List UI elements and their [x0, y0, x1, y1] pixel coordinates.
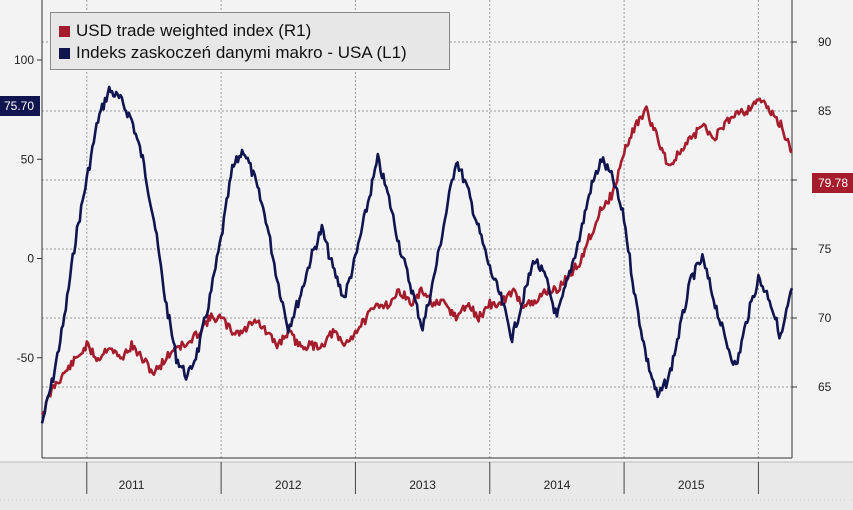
- right-tick-label-90: 90: [818, 35, 832, 49]
- right-tick-label-85: 85: [818, 104, 832, 118]
- legend-item-usd: USD trade weighted index (R1): [59, 20, 311, 42]
- x-tick-label-2013: 2013: [409, 478, 436, 492]
- x-axis: 2011 2012 2013 2014 2015: [0, 461, 853, 510]
- right-tick-label-65: 65: [818, 380, 832, 394]
- x-tick-label-2011: 2011: [119, 478, 145, 492]
- legend-item-surprise: Indeks zaskoczeń danymi makro - USA (L1): [59, 42, 407, 64]
- legend: USD trade weighted index (R1) Indeks zas…: [50, 12, 450, 70]
- x-tick-label-2014: 2014: [544, 478, 571, 492]
- last-value-tag-right: 79.78: [812, 173, 853, 193]
- left-tick-label-0: 0: [27, 252, 34, 266]
- last-value-tag-left: 75.70: [0, 96, 40, 116]
- legend-swatch-usd: [59, 25, 70, 37]
- left-tick-label--50: -50: [17, 351, 35, 365]
- left-tick-label-50: 50: [21, 152, 35, 166]
- series-line-macro-surprise-index: [40, 85, 794, 424]
- x-axis-band: [0, 462, 853, 510]
- series-line-usd-trade-weighted-index: [40, 97, 793, 416]
- right-tick-label-70: 70: [818, 311, 832, 325]
- x-tick-label-2015: 2015: [678, 478, 705, 492]
- legend-swatch-surprise: [59, 47, 70, 59]
- x-tick-label-2012: 2012: [275, 478, 302, 492]
- legend-label-surprise: Indeks zaskoczeń danymi makro - USA (L1): [76, 43, 407, 62]
- right-tick-label-75: 75: [818, 242, 832, 256]
- series-group: [40, 85, 794, 424]
- legend-label-usd: USD trade weighted index (R1): [76, 21, 312, 40]
- grid: [42, 0, 792, 458]
- left-tick-label-100: 100: [14, 53, 34, 67]
